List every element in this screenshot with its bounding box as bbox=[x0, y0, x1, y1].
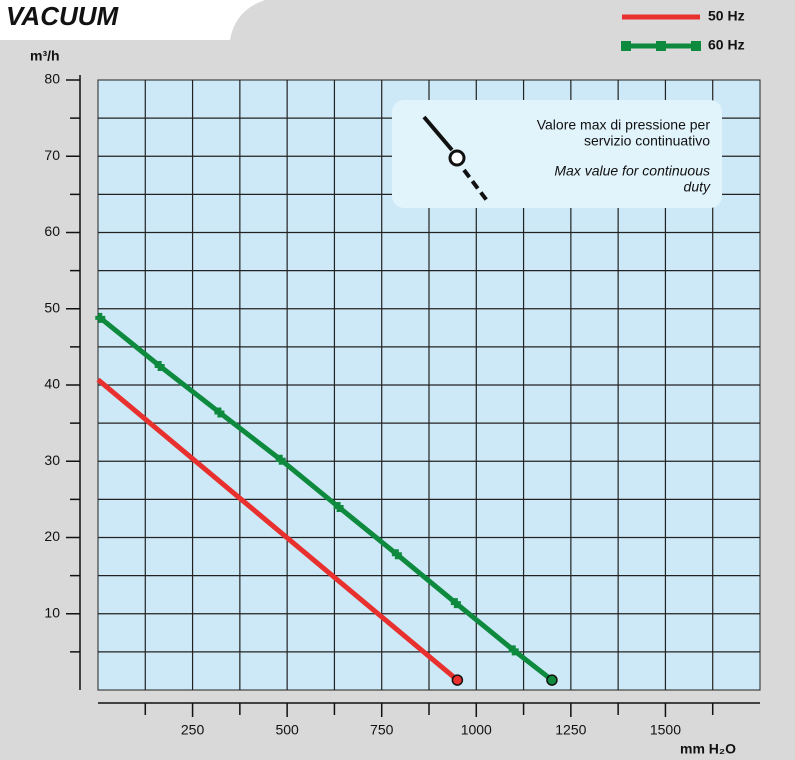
marker bbox=[154, 360, 165, 371]
y-tick-label: 20 bbox=[44, 528, 60, 544]
end-point bbox=[451, 674, 464, 686]
y-tick-label: 70 bbox=[44, 147, 60, 163]
annotation-text: Valore max di pressione per bbox=[537, 117, 711, 133]
annotation-text: servizio continuativo bbox=[584, 133, 710, 149]
x-axis-label: mm H₂O bbox=[680, 741, 736, 757]
end-point bbox=[546, 674, 558, 686]
y-tick-label: 50 bbox=[44, 299, 60, 315]
marker bbox=[275, 454, 286, 465]
series-line bbox=[96, 377, 459, 683]
marker bbox=[95, 312, 106, 323]
legend-label: 50 Hz bbox=[708, 8, 745, 24]
annotation-icon-circle bbox=[448, 149, 466, 167]
legend-marker bbox=[656, 41, 666, 51]
marker bbox=[508, 645, 519, 656]
title-tab bbox=[0, 0, 265, 40]
x-tick-label: 500 bbox=[275, 722, 299, 738]
x-tick-label: 750 bbox=[370, 722, 394, 738]
marker bbox=[391, 549, 402, 560]
y-axis-label: m³/h bbox=[30, 48, 60, 64]
x-tick-label: 1000 bbox=[461, 722, 492, 738]
x-tick-label: 1500 bbox=[650, 722, 681, 738]
legend-label: 60 Hz bbox=[708, 37, 745, 53]
annotation-text: Max value for continuous bbox=[554, 163, 710, 179]
annotation-text: duty bbox=[684, 179, 711, 195]
legend-marker bbox=[621, 41, 631, 51]
y-tick-label: 80 bbox=[44, 71, 60, 87]
y-tick-label: 10 bbox=[44, 604, 60, 620]
y-tick-label: 60 bbox=[44, 223, 60, 239]
chart-title: VACUUM bbox=[6, 1, 120, 31]
marker bbox=[450, 598, 461, 609]
annotation-icon-line bbox=[462, 168, 490, 204]
marker bbox=[214, 407, 225, 418]
y-tick-label: 40 bbox=[44, 376, 60, 392]
x-tick-label: 1250 bbox=[555, 722, 586, 738]
y-tick-label: 30 bbox=[44, 452, 60, 468]
x-tick-label: 250 bbox=[181, 722, 205, 738]
marker bbox=[333, 502, 344, 512]
annotation-icon-line bbox=[422, 115, 454, 152]
legend-marker bbox=[691, 41, 701, 51]
